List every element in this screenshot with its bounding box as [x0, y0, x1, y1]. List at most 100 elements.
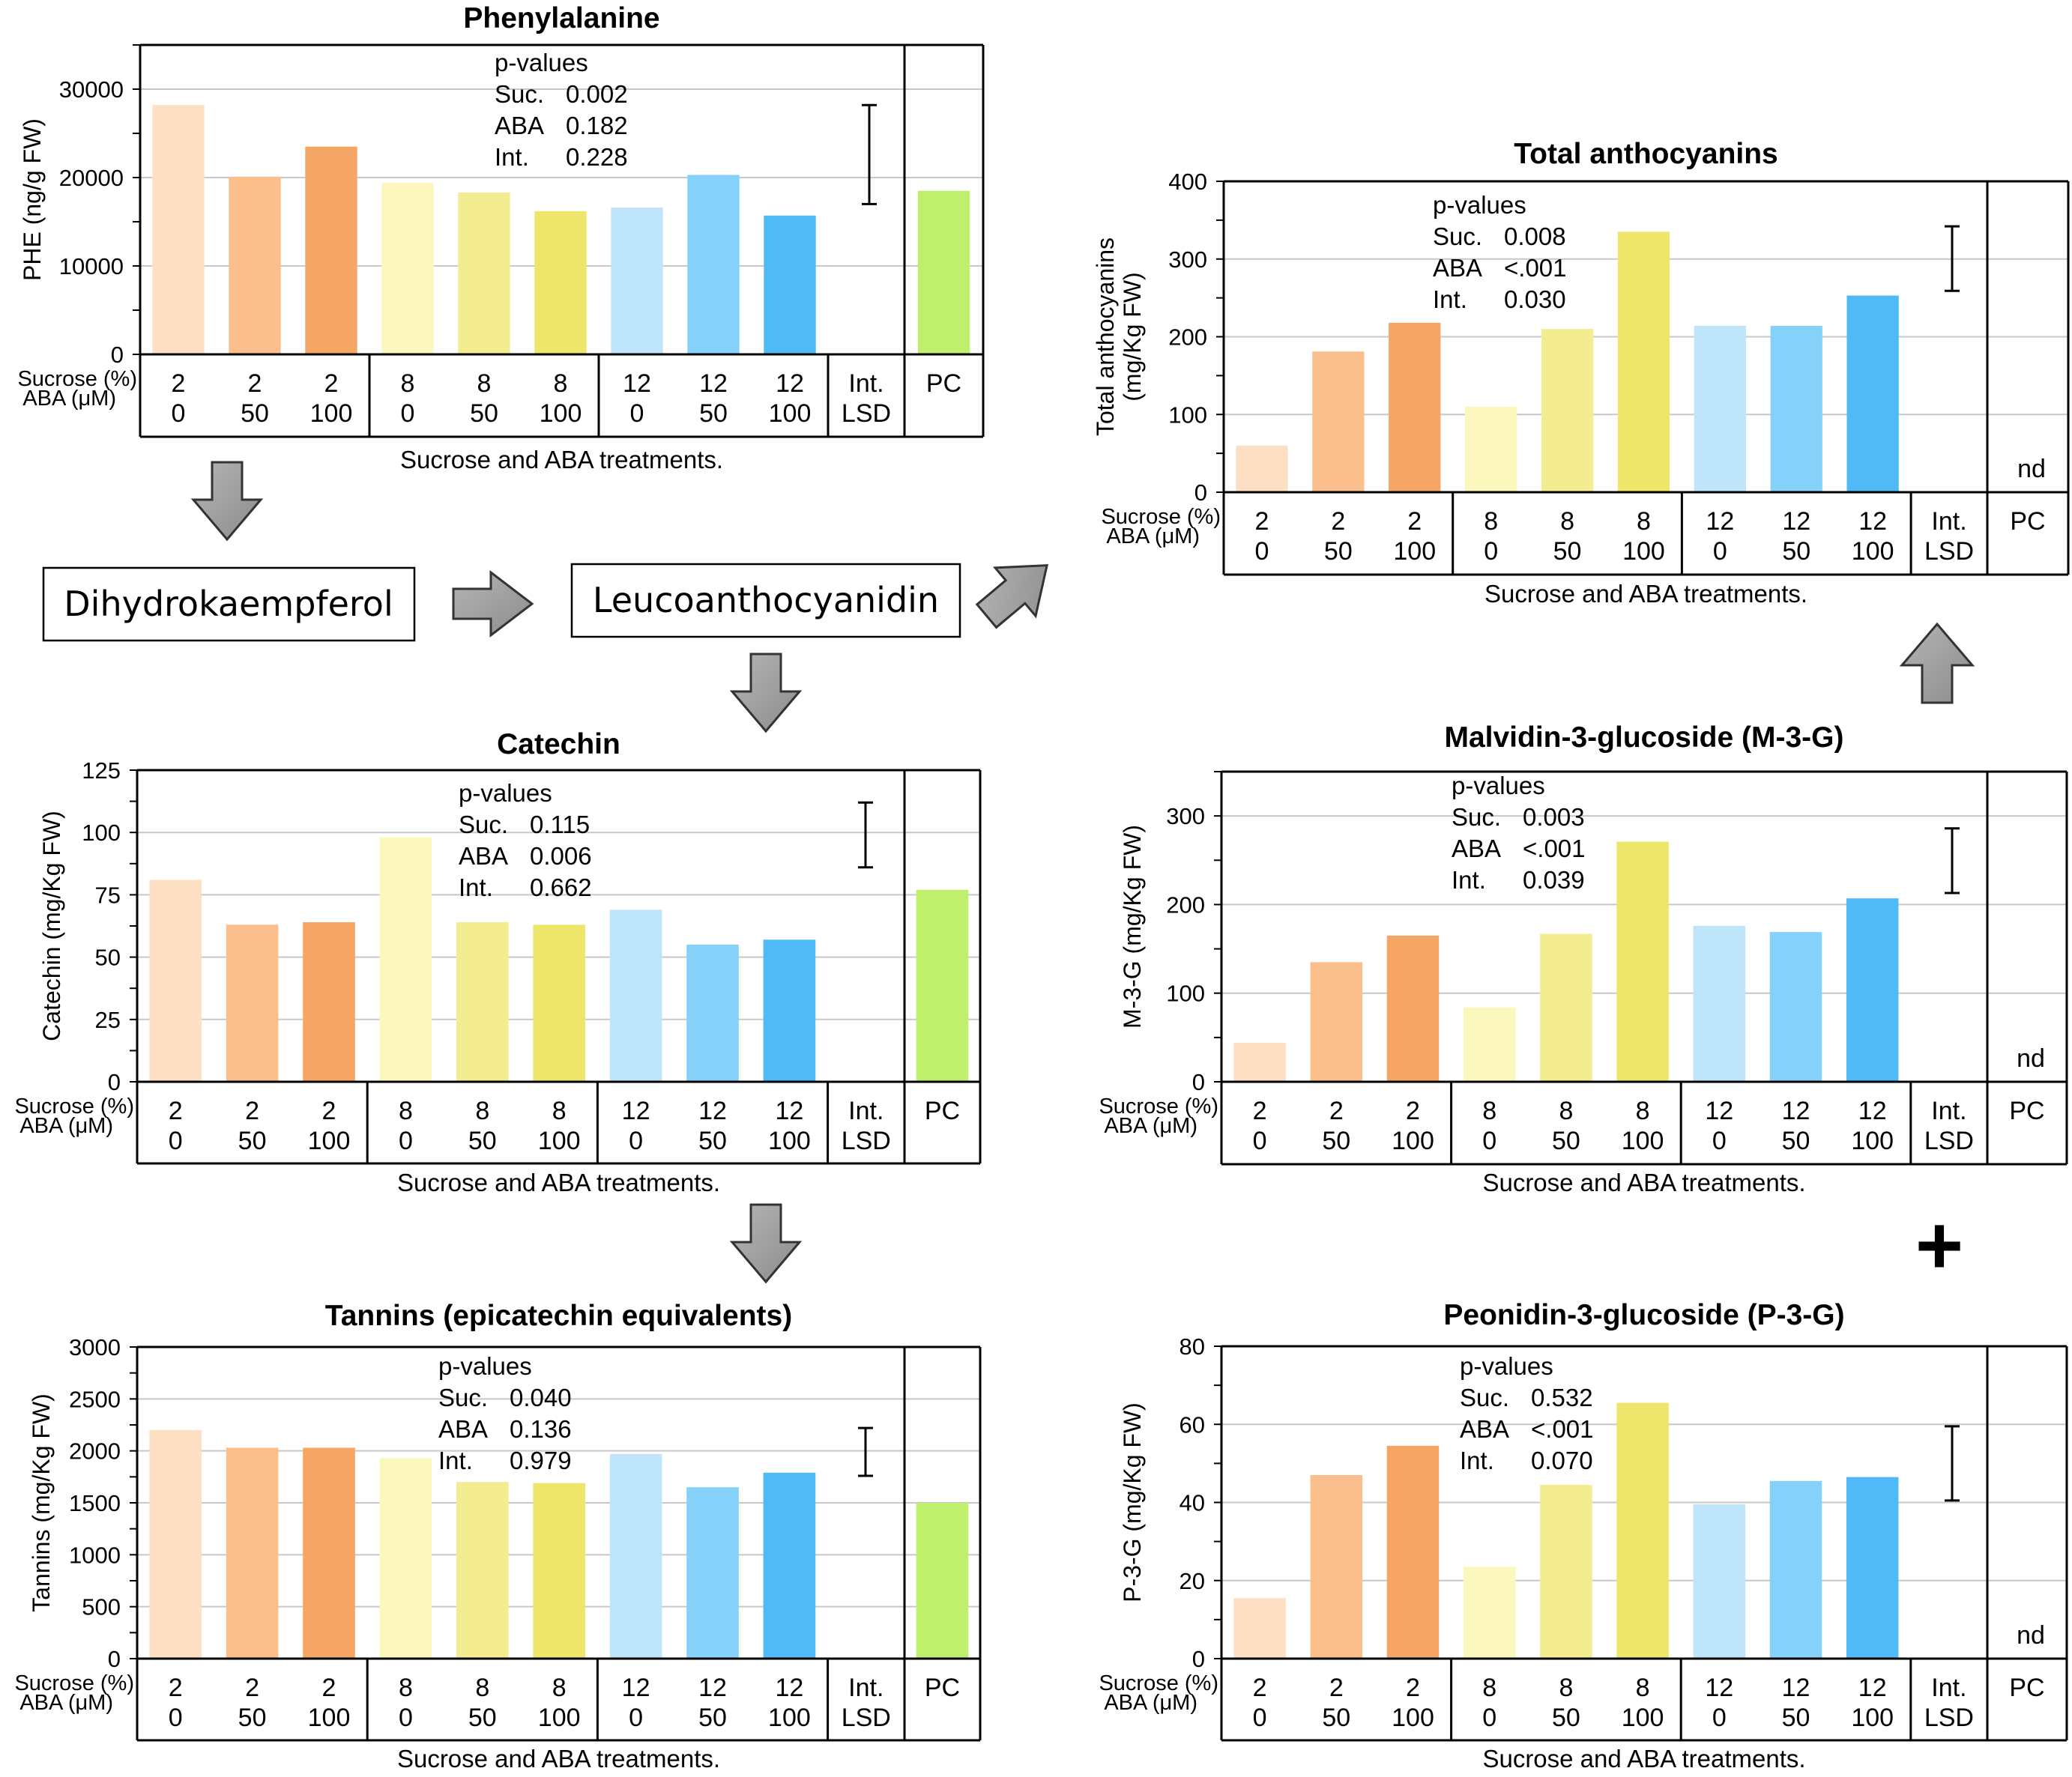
sucrose-value: 2 [1331, 507, 1345, 536]
bar [1846, 1477, 1899, 1659]
pvalue-value: 0.003 [1523, 803, 1585, 831]
x-axis-label: Sucrose and ABA treatments. [400, 446, 723, 473]
aba-value: 0 [399, 1127, 413, 1155]
x-axis-label: Sucrose and ABA treatments. [1484, 580, 1807, 608]
bar [458, 193, 510, 354]
pvalues-header: p-values [1452, 772, 1545, 799]
y-tick-label: 50 [95, 945, 121, 971]
aba-value: 0 [1253, 1704, 1267, 1732]
y-axis-label-line: Total anthocyanins [1092, 237, 1119, 436]
pc-label: PC [925, 1674, 960, 1702]
sucrose-row-label: Sucrose (%) [1099, 1095, 1218, 1118]
pvalue-value: 0.662 [530, 874, 592, 901]
y-tick-label: 0 [111, 342, 124, 368]
leucoanthocyanidin-box: Leucoanthocyanidin [570, 563, 961, 638]
aba-value: 50 [698, 1704, 727, 1732]
aba-value: 50 [1322, 1127, 1350, 1155]
y-axis-label: M-3-G (mg/Kg FW) [1119, 825, 1146, 1029]
bar [1236, 445, 1288, 492]
aba-value: 100 [1851, 1704, 1894, 1732]
pvalue-value: <.001 [1531, 1415, 1594, 1443]
pvalue-factor: Int. [1433, 285, 1467, 313]
pvalue-factor: Suc. [459, 811, 508, 838]
pc-label: PC [926, 369, 961, 398]
pvalue-factor: Suc. [1460, 1384, 1509, 1411]
bar [381, 183, 434, 354]
aba-value: 100 [310, 399, 353, 428]
y-axis-label: Total anthocyanins(mg/Kg FW) [1092, 237, 1146, 436]
y-tick-label: 400 [1168, 169, 1207, 195]
pvalue-factor: Suc. [1433, 222, 1482, 250]
aba-value: 100 [538, 1127, 581, 1155]
aba-row-label: ABA (μM) [22, 387, 116, 411]
y-tick-label: 0 [1192, 1069, 1205, 1095]
pvalues-header: p-values [438, 1352, 532, 1380]
y-tick-label: 125 [82, 757, 121, 784]
pvalue-value: <.001 [1523, 835, 1586, 862]
sucrose-value: 2 [1253, 1097, 1267, 1125]
y-tick-label: 2500 [69, 1386, 121, 1412]
sucrose-value: 8 [554, 369, 568, 398]
lsd-label-bottom: LSD [842, 1704, 891, 1732]
y-tick-label: 40 [1180, 1490, 1205, 1516]
lsd-label-bottom: LSD [1924, 1704, 1974, 1732]
bar [609, 1453, 662, 1659]
aba-row-label: ABA (μM) [19, 1691, 113, 1715]
bar [1541, 329, 1594, 492]
bar [1463, 1566, 1516, 1659]
aba-value: 0 [1253, 1127, 1267, 1155]
aba-value: 0 [630, 399, 644, 428]
pc-bar [916, 1503, 969, 1659]
lsd-label-top: Int. [848, 1674, 884, 1702]
aba-value: 0 [1254, 537, 1269, 566]
sucrose-value: 12 [1705, 1674, 1733, 1702]
pathway-arrows [190, 461, 1975, 1284]
bar [686, 1487, 739, 1659]
bar [763, 1472, 816, 1659]
sucrose-row-label: Sucrose (%) [14, 1671, 134, 1695]
y-tick-label: 300 [1166, 803, 1205, 829]
dihydrokaempferol-label: Dihydrokaempferol [64, 584, 393, 624]
y-tick-label: 1000 [69, 1542, 121, 1568]
aba-value: 50 [470, 399, 498, 428]
bar [1617, 231, 1670, 492]
y-tick-label: 60 [1180, 1411, 1205, 1438]
bar [1310, 962, 1363, 1082]
arrow-dihydrokaempferol-to-leucoanthocyanidin [452, 569, 534, 638]
y-axis-label: Tannins (mg/Kg FW) [28, 1393, 55, 1612]
bar [1693, 1504, 1746, 1659]
aba-value: 100 [768, 1127, 811, 1155]
aba-value: 100 [1622, 1127, 1664, 1155]
y-tick-label: 1500 [69, 1490, 121, 1516]
y-tick-label: 100 [82, 820, 121, 846]
y-tick-label: 0 [108, 1646, 121, 1672]
pvalue-value: 0.039 [1523, 866, 1585, 894]
y-tick-label: 75 [95, 882, 121, 908]
y-tick-label: 25 [95, 1007, 121, 1033]
pvalue-factor: ABA [459, 842, 508, 870]
aba-value: 50 [238, 1704, 267, 1732]
bar [1465, 406, 1517, 492]
arrow-m3g-to-total-anthocyanins [1899, 622, 1975, 704]
pvalues-header: p-values [1433, 191, 1526, 219]
y-tick-label: 500 [82, 1594, 121, 1620]
aba-row-label: ABA (μM) [19, 1114, 113, 1138]
nd-label: nd [2017, 455, 2046, 483]
aba-value: 0 [172, 399, 186, 428]
sucrose-value: 12 [1858, 1674, 1887, 1702]
sucrose-value: 12 [1705, 1097, 1733, 1125]
sucrose-value: 2 [245, 1097, 259, 1125]
pvalue-factor: ABA [438, 1415, 488, 1443]
bar [1769, 932, 1822, 1082]
x-axis-label: Sucrose and ABA treatments. [397, 1745, 720, 1773]
chart-title: Peonidin-3-glucoside (P-3-G) [1443, 1299, 1844, 1331]
lsd-label-bottom: LSD [842, 399, 891, 428]
bar [1693, 925, 1746, 1082]
bar [687, 175, 740, 354]
pc-label: PC [925, 1097, 960, 1125]
arrow-shape [975, 564, 1049, 629]
sucrose-value: 8 [1636, 1674, 1650, 1702]
bar [609, 909, 662, 1082]
charts: 0100002000030000202502100808508100120125… [14, 2, 2070, 1773]
